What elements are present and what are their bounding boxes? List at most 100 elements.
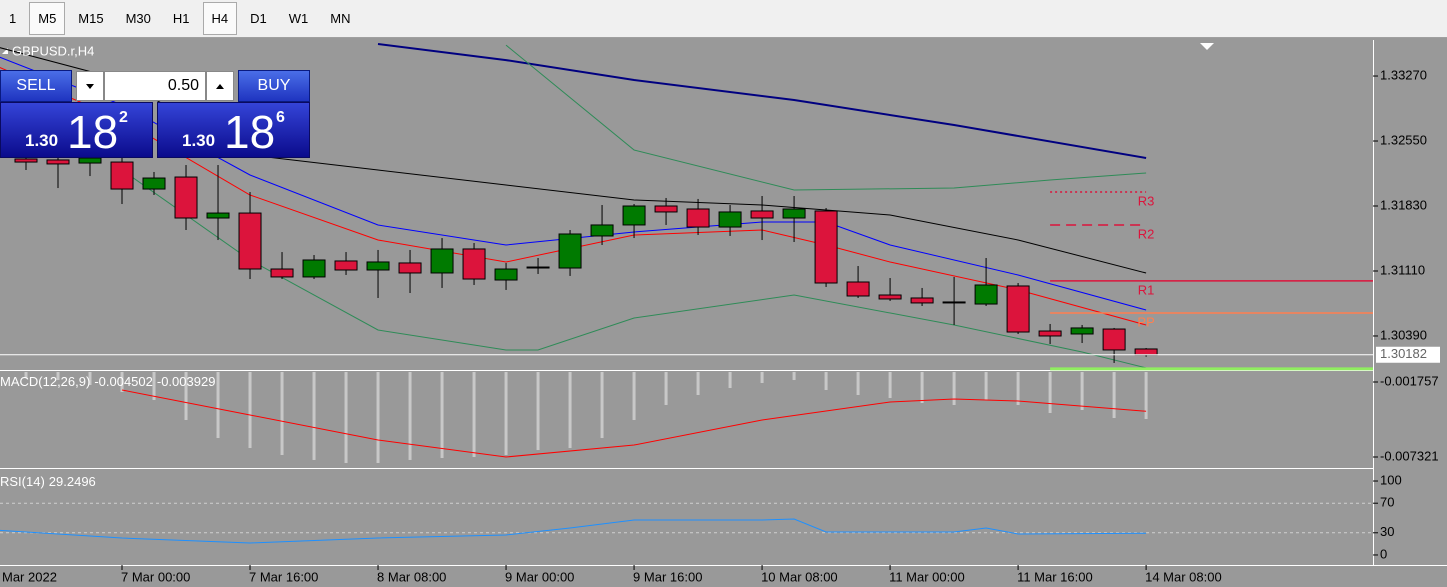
macd-bar [312, 372, 316, 460]
up-arrow [216, 84, 224, 89]
lot-down[interactable] [76, 71, 104, 101]
macd-bar [536, 372, 540, 451]
macd-bar [216, 372, 220, 439]
candle-body [942, 301, 966, 304]
lot-up[interactable] [206, 71, 234, 101]
price-main: 18 [224, 106, 276, 158]
panel [0, 502, 1373, 544]
x-tick-label: 9 Mar 00:00 [505, 569, 574, 584]
y-tick-label: 30 [1380, 524, 1394, 539]
macd-bar [984, 372, 988, 400]
one-click-trading: SELL 0.50 BUY 1.30 18 2 1.30 18 6 [0, 70, 312, 158]
candle-body [270, 268, 294, 278]
panel [24, 372, 1148, 463]
pivot-label: R2 [1138, 226, 1155, 241]
candle-body [846, 281, 870, 297]
scroll-marker [1200, 43, 1214, 50]
macd-bar [952, 372, 956, 405]
y-tick-label: 70 [1380, 495, 1394, 510]
indicator-line [121, 389, 1147, 458]
indicator-name: RSI(14) [0, 474, 45, 489]
macd-bar [632, 372, 636, 420]
candle-body [558, 233, 582, 269]
symbol-label: GBPUSD.r,H4 [12, 43, 94, 58]
timeframe-button[interactable]: H1 [172, 11, 190, 26]
indicator-label: RSI(14) 29.2496 [0, 474, 96, 489]
macd-bar [664, 372, 668, 405]
price-small: 2 [119, 109, 128, 126]
macd-bar [1016, 372, 1020, 405]
macd-bar [248, 372, 252, 449]
macd-bar [1048, 372, 1052, 414]
macd-bar [88, 372, 92, 386]
candle-body [430, 248, 454, 274]
pivot-label: R1 [1138, 282, 1155, 297]
candle-body [14, 158, 38, 163]
y-tick-label: 1.31110 [1380, 262, 1425, 277]
macd-bar [408, 372, 412, 460]
candle-body [590, 224, 614, 237]
macd-bar [856, 372, 860, 395]
candle-body [814, 210, 838, 284]
macd-bar [1112, 372, 1116, 419]
candle-body [526, 266, 550, 269]
sell-price[interactable]: 1.30 18 2 [0, 102, 153, 158]
candle-body [206, 212, 230, 219]
x-tick-label: 10 Mar 08:00 [761, 569, 838, 584]
candle-body [622, 205, 646, 226]
x-tick-label: 7 Mar 16:00 [249, 569, 318, 584]
timeframe-button[interactable]: H4 [202, 2, 238, 35]
macd-bar [24, 372, 28, 378]
y-tick-label: 100 [1380, 472, 1402, 487]
timeframe-button[interactable]: M5 [29, 2, 66, 35]
candle-body [494, 268, 518, 281]
rsi-value: 29.2496 [49, 474, 96, 489]
buy-price[interactable]: 1.30 18 6 [157, 102, 310, 158]
x-tick-label: 7 Mar 00:00 [121, 569, 190, 584]
indicator-line [121, 169, 1147, 369]
buy-button[interactable]: BUY [238, 70, 310, 102]
candle-body [142, 177, 166, 190]
macd-value: -0.004502 [94, 374, 153, 389]
y-tick-label: -0.001757 [1380, 373, 1439, 388]
candle-body [654, 205, 678, 213]
candle-body [238, 212, 262, 270]
candle-body [46, 159, 70, 165]
lot-input[interactable]: 0.50 [104, 71, 206, 101]
price-big: 1.30 [25, 131, 59, 150]
candle-body [110, 161, 134, 190]
current-price-label: 1.30182 [1380, 346, 1427, 361]
macd-bar [1080, 372, 1084, 410]
x-tick-label: 9 Mar 16:00 [633, 569, 702, 584]
pivot-label: R3 [1138, 193, 1155, 208]
candle-body [782, 208, 806, 219]
pivot-label: PP [1137, 314, 1154, 329]
y-tick-label: 0 [1380, 546, 1387, 561]
timeframe-button[interactable]: M30 [125, 11, 151, 26]
candle-body [878, 294, 902, 300]
candle-body [174, 176, 198, 219]
macd-bar [152, 372, 156, 400]
indicator-line [377, 43, 1147, 159]
macd-bar [1144, 372, 1148, 420]
macd-bar [344, 372, 348, 463]
macd-bar [184, 372, 188, 420]
sell-button[interactable]: SELL [0, 70, 72, 102]
icon [216, 84, 224, 89]
macd-bar [376, 372, 380, 463]
x-tick-label: Mar 2022 [2, 569, 57, 584]
x-tick-label: 14 Mar 08:00 [1145, 569, 1222, 584]
candle-body [1102, 328, 1126, 351]
macd-bar [472, 372, 476, 457]
timeframe-button[interactable]: M15 [78, 11, 104, 26]
timeframe-button[interactable]: 1 [9, 11, 17, 26]
candle-body [750, 210, 774, 219]
timeframe-button[interactable]: W1 [288, 11, 309, 26]
candle-body [462, 248, 486, 280]
macd-bar [600, 372, 604, 439]
timeframe-button[interactable]: MN [330, 11, 351, 26]
candle-body [1006, 285, 1030, 333]
timeframe-button[interactable]: D1 [250, 11, 267, 26]
